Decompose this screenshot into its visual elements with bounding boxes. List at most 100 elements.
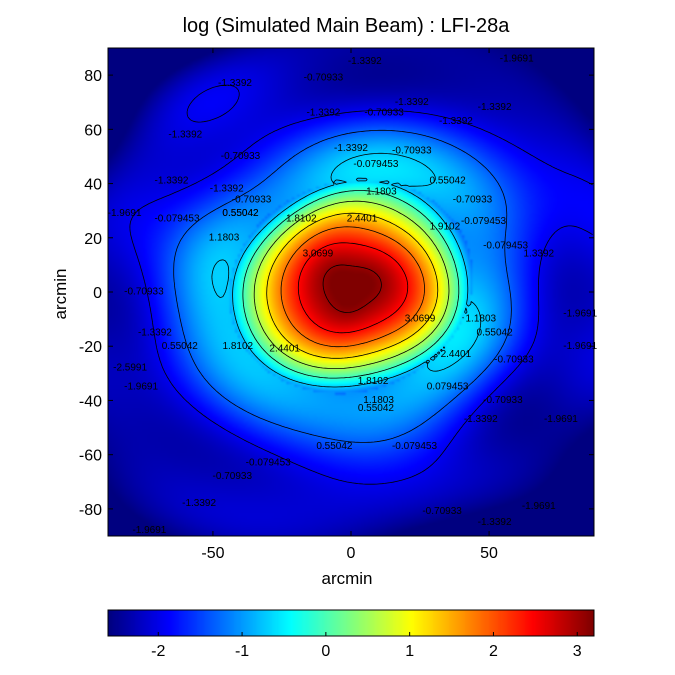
contour-label: 1.8102 — [358, 376, 389, 387]
y-tick-label: -20 — [79, 339, 102, 356]
contour-line-2 — [211, 152, 482, 388]
contour-label: 1.3392 — [524, 249, 555, 260]
colorbar-gradient — [108, 610, 594, 636]
contour-label: 0.55042 — [222, 208, 259, 219]
x-tick-label: -50 — [201, 545, 224, 562]
x-tick-label: 0 — [347, 545, 356, 562]
contour-lines — [129, 84, 593, 485]
colorbar-tick-label: -2 — [151, 643, 165, 660]
contour-label: -1.9691 — [563, 341, 597, 352]
contour-label: 2.4401 — [269, 344, 300, 355]
contour-label: -1.3392 — [395, 97, 429, 108]
contour-label: -1.3392 — [218, 78, 252, 89]
y-axis-ticks: -80 -60 -40 -20 0 20 40 60 80 — [79, 68, 594, 519]
contour-label: 0.55042 — [358, 403, 395, 414]
colorbar-tick-label: 1 — [405, 643, 414, 660]
contour-label: -0.70933 — [124, 287, 164, 298]
contour-line-8 — [322, 264, 382, 313]
contour-label: -0.70933 — [364, 108, 404, 119]
contour-label: -0.70933 — [232, 194, 272, 205]
contour-label: -1.3392 — [306, 108, 340, 119]
contour-label: -0.70933 — [392, 146, 432, 157]
contour-label: -2.5991 — [113, 363, 147, 374]
contour-line-3 — [242, 190, 460, 379]
contour-label: 1.8102 — [286, 213, 317, 224]
contour-label: 0.55042 — [477, 327, 514, 338]
contour-line-4 — [253, 200, 450, 369]
contour-label: -0.079453 — [461, 216, 506, 227]
x-axis-ticks: -50 0 50 — [201, 48, 498, 562]
contour-label: 3.0699 — [303, 249, 334, 260]
contour-label: -0.079453 — [392, 441, 437, 452]
contour-label: 0.55042 — [162, 341, 199, 352]
contour-label: 1.1803 — [209, 232, 240, 243]
contour-label: -0.70933 — [494, 354, 534, 365]
contour-label: 1.9102 — [430, 222, 461, 233]
contour-labels: -1.3392-1.3392 -0.70933-1.9691-1.3392-1.3… — [108, 53, 598, 536]
contour-label: -0.079453 — [154, 213, 199, 224]
contour-label: -0.70933 — [422, 506, 462, 517]
y-tick-label: 0 — [93, 285, 102, 302]
contour-label: -0.70933 — [483, 395, 523, 406]
colorbar-tick-label: -1 — [235, 643, 249, 660]
y-tick-label: -40 — [79, 393, 102, 410]
contour-line-6 — [280, 226, 425, 348]
beam-heatmap — [108, 48, 594, 536]
contour-line-0 — [129, 84, 593, 485]
heatmap-plot: -1.3392-1.3392 -0.70933-1.9691-1.3392-1.3… — [107, 47, 598, 537]
contour-label: -1.9691 — [132, 525, 166, 536]
contour-label: 1.1803 — [466, 314, 497, 325]
colorbar: -2 -1 0 1 2 3 — [107, 609, 595, 660]
contour-label: -1.9691 — [522, 501, 556, 512]
contour-label: -1.3392 — [210, 184, 244, 195]
contour-label: 1.8102 — [223, 341, 254, 352]
contour-label: 0.55042 — [316, 441, 353, 452]
contour-label: -1.3392 — [478, 517, 512, 528]
colorbar-ticks: -2 -1 0 1 2 3 — [151, 632, 582, 660]
y-tick-label: -60 — [79, 448, 102, 465]
contour-label: -0.70933 — [453, 194, 493, 205]
colorbar-tick-label: 3 — [573, 643, 582, 660]
contour-label: 1.1803 — [363, 395, 394, 406]
contour-label: -0.079453 — [246, 457, 291, 468]
contour-line-7 — [297, 242, 409, 334]
contour-label: -1.3392 — [168, 129, 202, 140]
colorbar-tick-label: 2 — [489, 643, 498, 660]
contour-label: -1.3392 — [182, 498, 216, 509]
contour-line-5 — [266, 212, 439, 359]
contour-label: -1.3392 — [334, 143, 368, 154]
colorbar-frame — [107, 609, 595, 637]
contour-label: 3.0699 — [405, 314, 436, 325]
contour-label: -1.3392 — [155, 175, 189, 186]
y-tick-label: 40 — [84, 177, 102, 194]
y-tick-label: 80 — [84, 68, 102, 85]
contour-label: -1.3392 — [478, 102, 512, 113]
contour-label: -1.9691 — [544, 414, 578, 425]
contour-label: 0.079453 — [427, 382, 469, 393]
colorbar-tick-label: 0 — [321, 643, 330, 660]
contour-label: -0.70933 — [221, 151, 261, 162]
contour-label: -1.3392 — [464, 414, 498, 425]
contour-label: -0.079453 — [483, 241, 528, 252]
contour-label: 2.4401 — [441, 349, 472, 360]
contour-label: -1.3392 — [439, 116, 473, 127]
contour-label: 2.4401 — [347, 213, 378, 224]
contour-label: 1.1803 — [366, 186, 397, 197]
y-tick-label: 20 — [84, 231, 102, 248]
contour-label: -1.9691 — [124, 382, 158, 393]
contour-label: -0.079453 — [353, 159, 398, 170]
x-axis-label: arcmin — [321, 569, 372, 588]
x-tick-label: 50 — [480, 545, 498, 562]
contour-label: -0.70933 — [213, 471, 253, 482]
contour-label: -1.3392 — [348, 56, 382, 67]
contour-label: 0.55042 — [430, 175, 467, 186]
y-tick-label: -80 — [79, 502, 102, 519]
y-tick-label: 60 — [84, 122, 102, 139]
chart-title: log (Simulated Main Beam) : LFI-28a — [183, 15, 511, 37]
contour-label: -1.9691 — [500, 53, 534, 64]
contour-label: -1.3392 — [138, 327, 172, 338]
contour-label: -1.9691 — [563, 308, 597, 319]
contour-label: -0.70933 — [304, 72, 344, 83]
contour-label: 0.55042 — [222, 208, 259, 219]
